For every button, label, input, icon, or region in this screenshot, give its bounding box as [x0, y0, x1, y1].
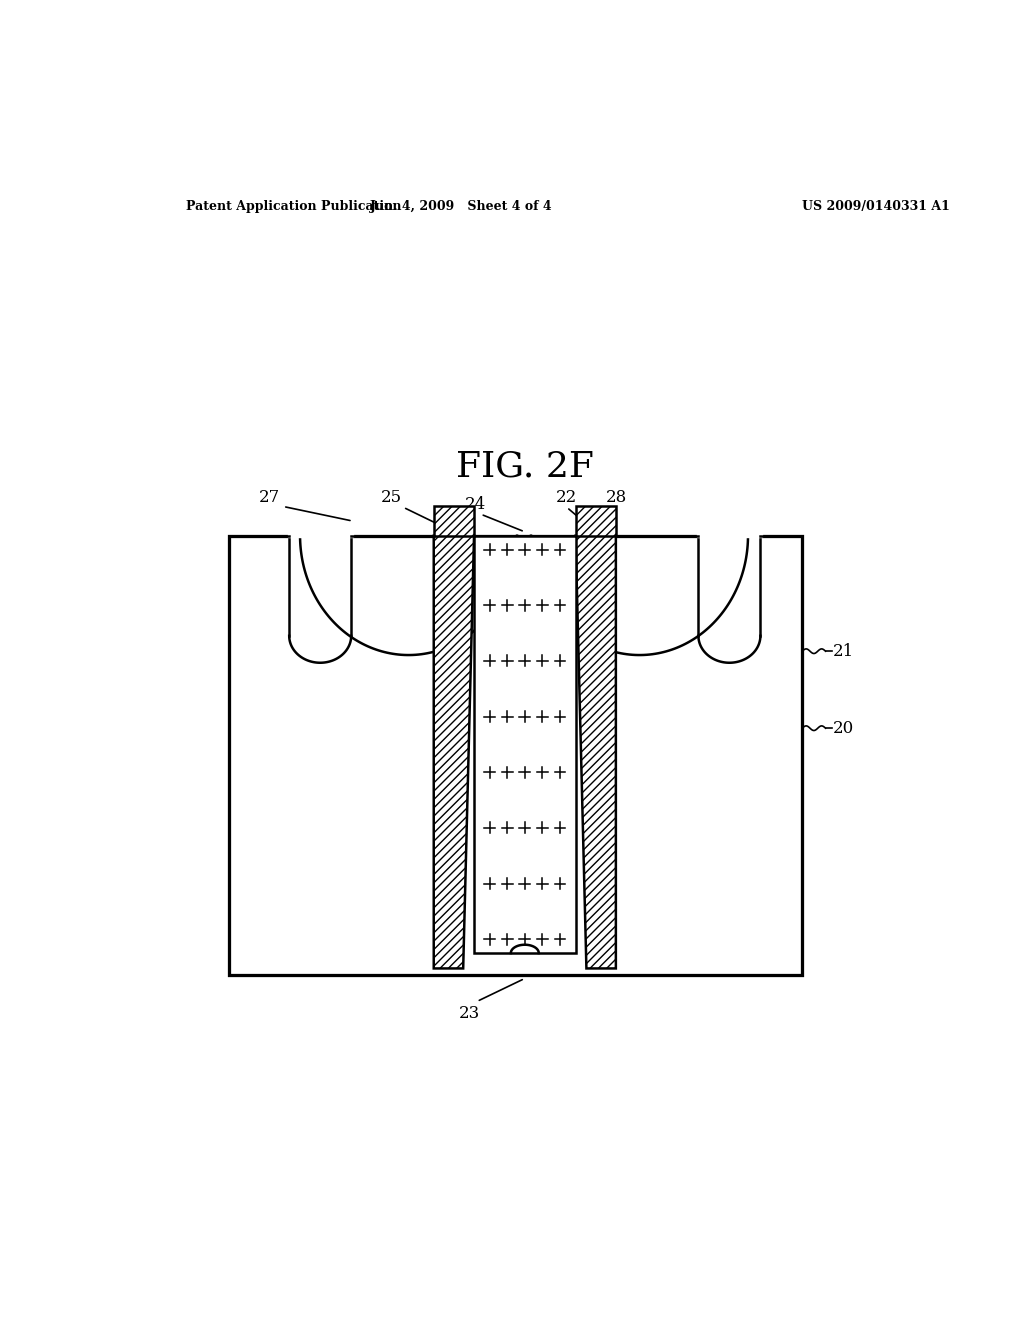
- Text: 24: 24: [465, 496, 485, 513]
- Text: 20: 20: [834, 719, 854, 737]
- Bar: [434, 507, 474, 536]
- Text: 22: 22: [556, 488, 578, 506]
- Text: Jun. 4, 2009   Sheet 4 of 4: Jun. 4, 2009 Sheet 4 of 4: [370, 199, 553, 213]
- Text: 21: 21: [834, 643, 854, 660]
- Bar: [575, 507, 615, 536]
- Text: 25: 25: [381, 488, 402, 506]
- Text: 23: 23: [459, 1005, 479, 1022]
- Text: 27: 27: [259, 488, 281, 506]
- Text: US 2009/0140331 A1: US 2009/0140331 A1: [802, 199, 950, 213]
- Polygon shape: [575, 536, 615, 969]
- Polygon shape: [697, 535, 762, 537]
- Polygon shape: [434, 536, 474, 969]
- Polygon shape: [698, 536, 761, 663]
- Text: 28: 28: [605, 488, 627, 506]
- Polygon shape: [288, 535, 352, 537]
- Polygon shape: [289, 536, 351, 663]
- Text: FIG. 2F: FIG. 2F: [456, 449, 594, 483]
- Bar: [228, 536, 802, 974]
- Text: Patent Application Publication: Patent Application Publication: [186, 199, 401, 213]
- Bar: [474, 536, 575, 953]
